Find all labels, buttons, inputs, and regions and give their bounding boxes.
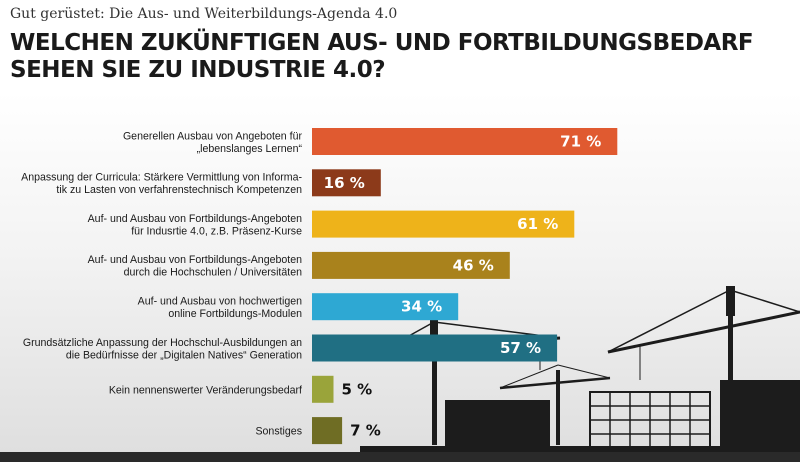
bar-7 [312,417,343,445]
category-label-line: die Bedürfnisse der „Digitalen Natives“ … [66,349,302,361]
category-label-0: Generellen Ausbau von Angeboten für „lebe… [123,130,303,155]
category-label-line: tik zu Lasten von verfahrenstechnisch Ko… [56,184,302,196]
bar-0 [312,128,618,155]
value-label-3: 46 % [453,256,494,274]
title-line-1: WELCHEN ZUKÜNFTIGEN AUS- UND FORTBILDUNG… [10,30,754,56]
category-label-line: Kein nennenswerter Veränderungsbedarf [109,384,302,396]
bar-1 [312,169,381,197]
category-label-line: Sonstiges [255,426,302,438]
value-label-1: 16 % [324,174,365,192]
category-label-line: Grundsätzliche Anpassung der Hochschul-A… [23,337,302,349]
category-label-6: Kein nennenswerter Veränderungsbedarf [109,384,302,396]
category-label-line: Generellen Ausbau von Angeboten für [123,130,303,142]
category-label-4: Auf- und Ausbau von hochwertigen online F… [138,295,302,320]
crane-icon [499,364,611,445]
category-label-5: Grundsätzliche Anpassung der Hochschul-A… [23,337,302,362]
value-label-5: 57 % [500,339,541,357]
value-label-2: 61 % [517,215,558,233]
bar-6 [312,375,334,403]
category-label-line: Auf- und Ausbau von Fortbildungs-Angebot… [88,254,302,266]
category-label-1: Anpassung der Curricula: Stärkere Vermit… [21,172,302,197]
kicker-text: Gut gerüstet: Die Aus- und Weiterbildung… [10,6,398,22]
category-label-line: „lebenslanges Lernen“ [197,143,303,155]
category-label-2: Auf- und Ausbau von Fortbildungs-Angebot… [88,213,302,238]
value-label-4: 34 % [401,298,442,316]
category-label-line: Auf- und Ausbau von Fortbildungs-Angebot… [88,213,302,225]
value-label-0: 71 % [560,133,601,151]
page-title: WELCHEN ZUKÜNFTIGEN AUS- UND FORTBILDUNG… [10,30,770,84]
title-line-2: SEHEN SIE ZU INDUSTRIE 4.0? [10,57,386,83]
value-label-7: 7 % [350,422,381,440]
category-label-line: Auf- und Ausbau von hochwertigen [138,295,302,307]
crane-icon [607,286,800,450]
bar-4 [312,293,459,321]
category-label-line: online Fortbildungs-Modulen [168,308,302,320]
bar-3 [312,251,510,279]
bar-2 [312,210,575,238]
value-label-6: 5 % [342,380,373,398]
category-label-line: durch die Hochschulen / Universitäten [124,267,303,279]
bar-5 [312,334,558,362]
category-label-line: für Indusrtie 4.0, z.B. Präsenz-Kurse [131,225,302,237]
category-label-3: Auf- und Ausbau von Fortbildungs-Angebot… [88,254,302,279]
category-label-line: Anpassung der Curricula: Stärkere Vermit… [21,172,302,184]
category-label-7: Sonstiges [255,426,302,438]
